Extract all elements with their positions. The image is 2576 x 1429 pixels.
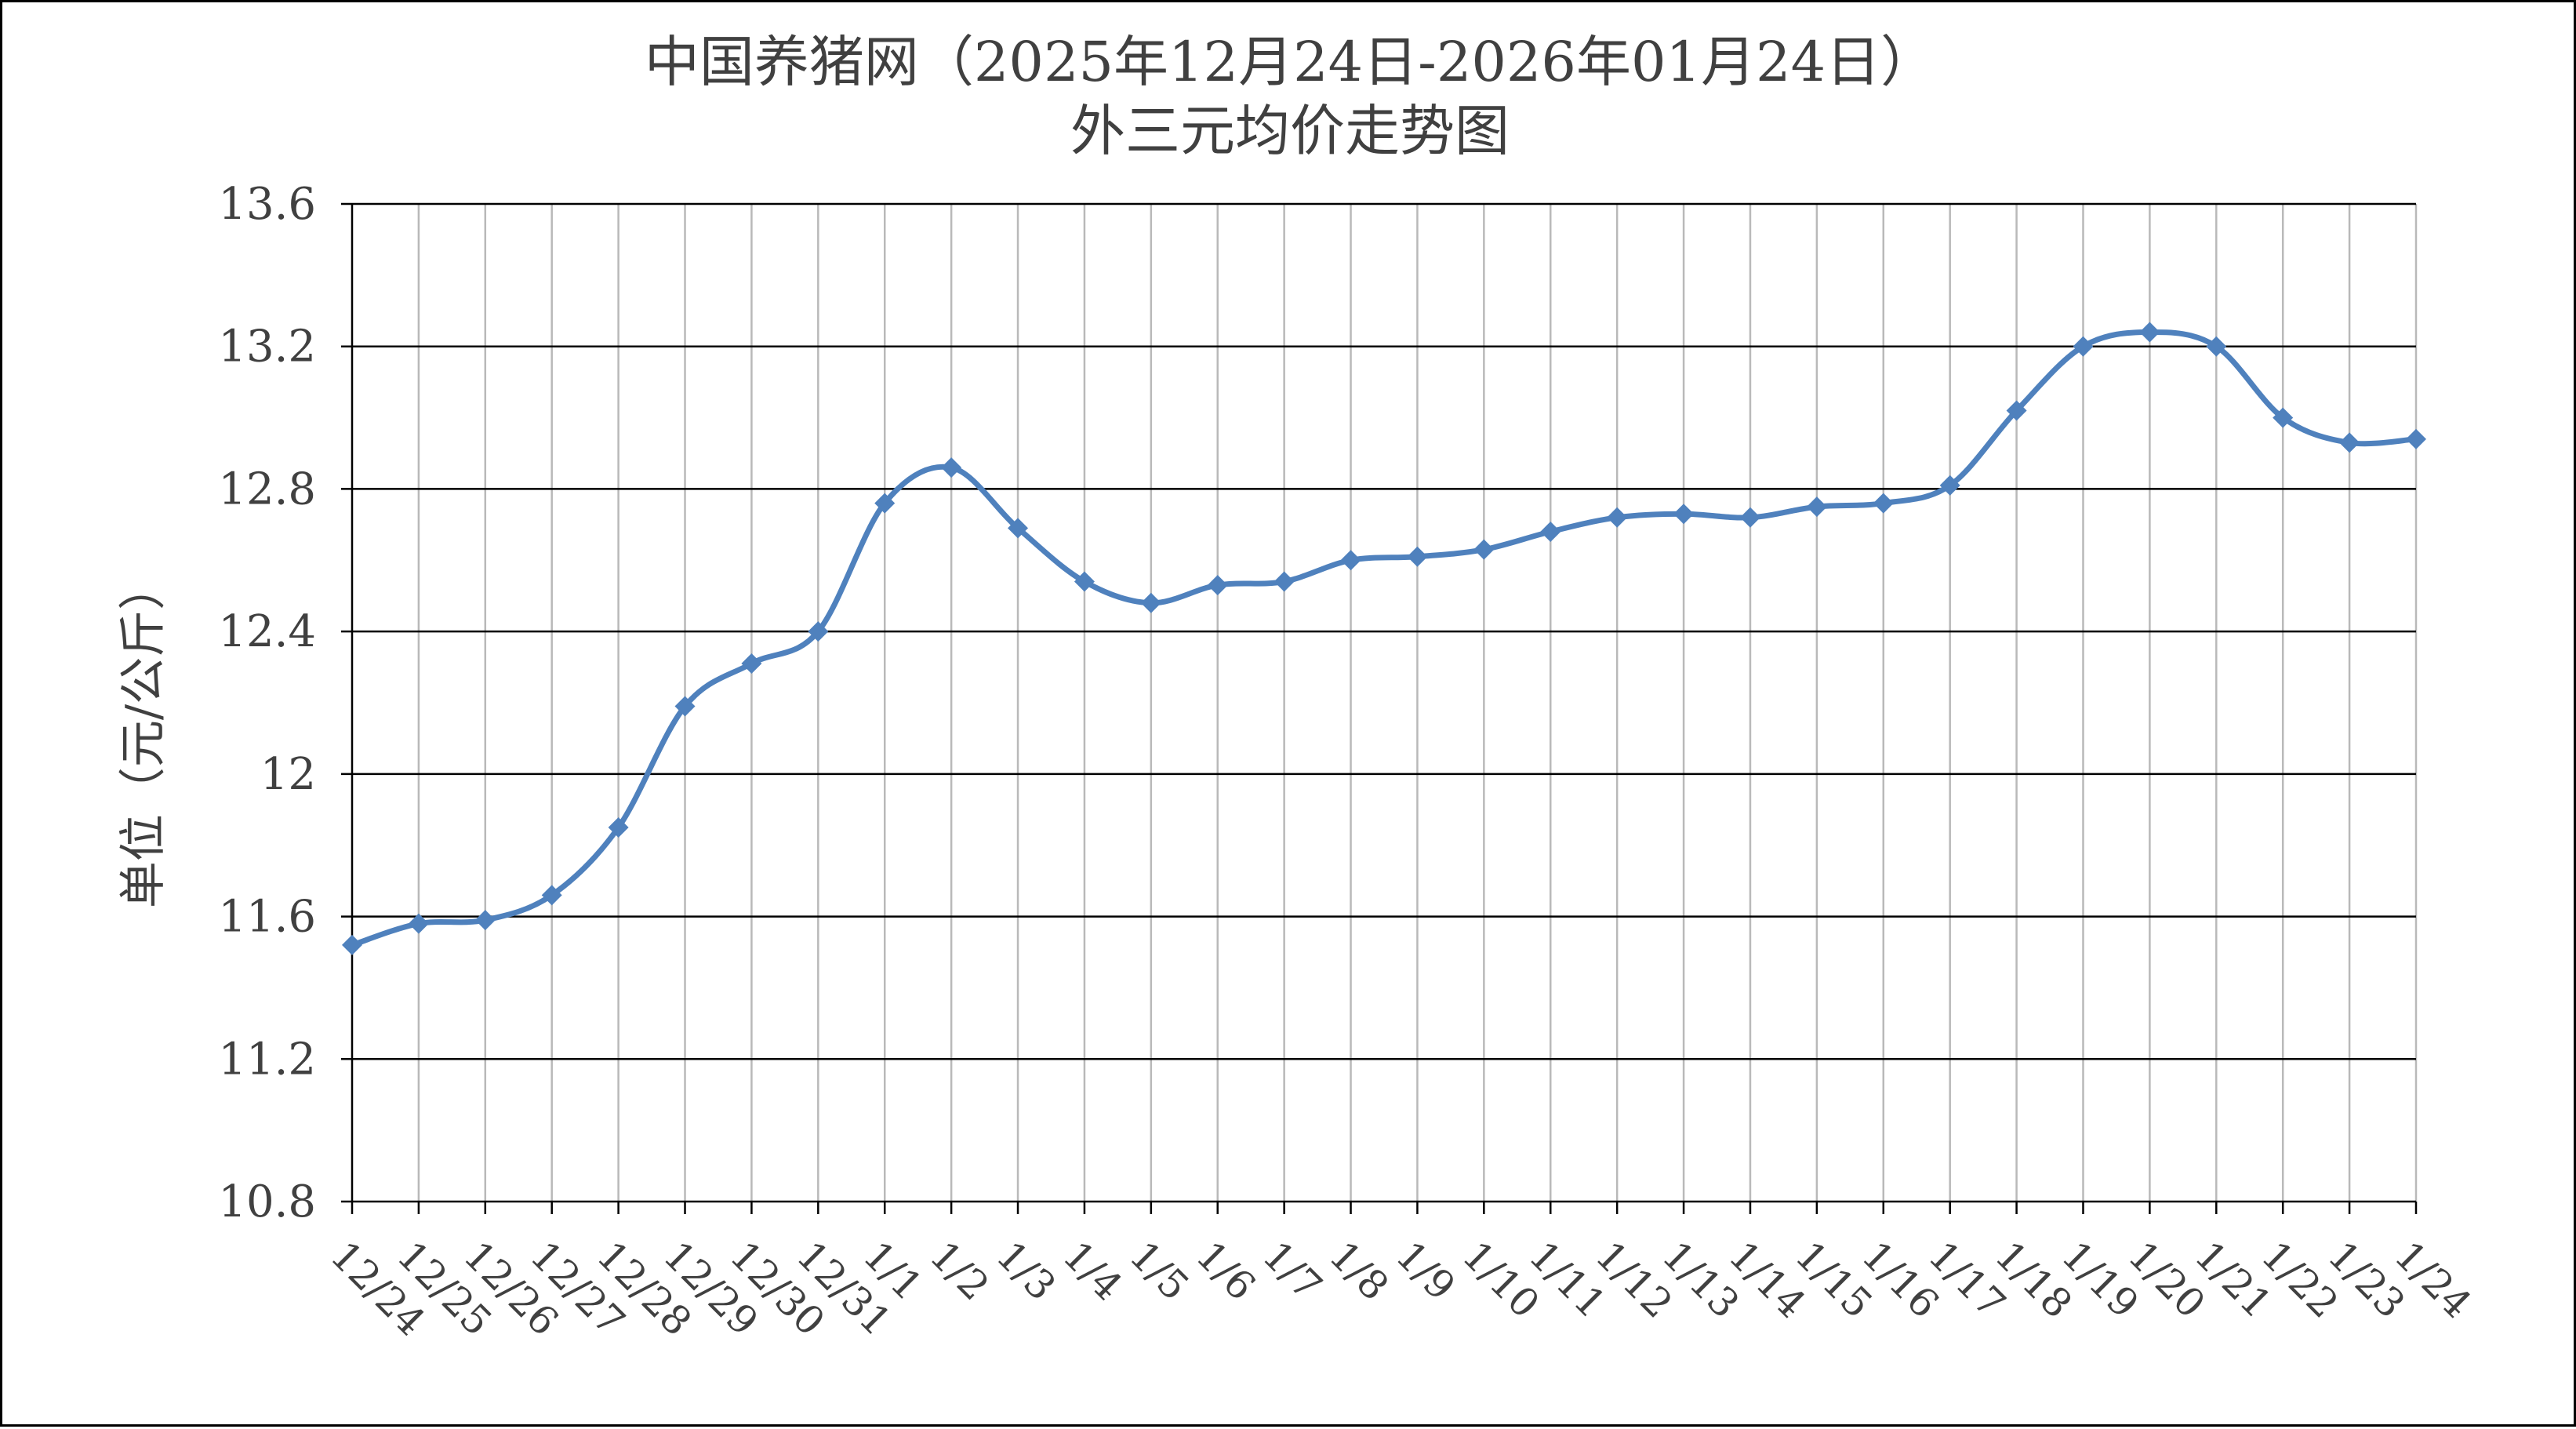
y-tick-label: 10.8 (218, 1176, 316, 1227)
x-tick-label: 1/21 (2186, 1232, 2280, 1326)
axes (341, 204, 2418, 1214)
y-tick-label: 11.2 (218, 1034, 316, 1085)
data-point-marker (874, 493, 896, 514)
series-markers (342, 322, 2426, 955)
data-point-marker (608, 817, 629, 838)
x-tick-label: 1/7 (1254, 1232, 1331, 1309)
data-point-marker (2006, 400, 2027, 421)
data-point-marker (2139, 322, 2160, 343)
data-point-marker (1473, 539, 1495, 560)
x-tick-label: 1/6 (1187, 1232, 1264, 1309)
x-tick-label: 1/17 (1920, 1232, 2014, 1326)
series-line-path (349, 329, 2419, 948)
data-point-marker (1074, 571, 1095, 592)
x-tick-label: 1/8 (1321, 1232, 1397, 1309)
data-point-marker (1540, 521, 1561, 542)
x-tick-label: 1/14 (1720, 1232, 1814, 1326)
x-tick-label: 1/22 (2253, 1232, 2347, 1326)
data-point-marker (342, 934, 362, 955)
y-tick-label: 13.2 (218, 322, 316, 373)
data-point-marker (474, 910, 496, 931)
data-point-marker (741, 653, 762, 675)
x-tick-label: 1/24 (2386, 1232, 2480, 1326)
x-tick-label: 1/15 (1786, 1232, 1880, 1326)
data-point-marker (2273, 407, 2294, 428)
data-point-marker (1340, 550, 1361, 571)
chart-subtitle: 外三元均价走势图 (1070, 99, 1510, 163)
y-tick-label: 13.6 (218, 179, 316, 230)
data-point-marker (941, 457, 962, 478)
x-tick-label: 1/4 (1054, 1232, 1131, 1309)
y-tick-label: 12.4 (218, 606, 316, 657)
data-point-marker (2206, 336, 2227, 357)
data-point-marker (2406, 428, 2426, 449)
series-line (349, 329, 2419, 948)
data-point-marker (1739, 507, 1760, 528)
data-point-marker (1407, 546, 1428, 567)
data-point-marker (1673, 504, 1695, 525)
data-point-marker (1806, 496, 1827, 518)
x-tick-label: 1/3 (988, 1232, 1065, 1309)
data-point-marker (1140, 592, 1161, 613)
x-tick-label: 1/9 (1387, 1232, 1464, 1309)
data-point-marker (1207, 575, 1228, 596)
x-tick-label: 1/10 (1454, 1232, 1548, 1326)
data-point-marker (1939, 475, 1960, 496)
y-tick-labels: 10.8 11.2 11.6 12 12.4 12.8 13.2 13.6 (218, 179, 316, 1227)
data-point-marker (2339, 432, 2360, 453)
y-tick-label: 11.6 (218, 892, 316, 943)
data-point-marker (674, 696, 696, 717)
data-point-marker (1873, 493, 1894, 514)
horizontal-gridlines (341, 202, 2416, 1060)
data-point-marker (1607, 507, 1628, 528)
x-tick-label: 1/18 (1986, 1232, 2080, 1326)
x-tick-label: 1/13 (1654, 1232, 1748, 1326)
x-tick-label: 1/12 (1587, 1232, 1681, 1326)
data-point-marker (2073, 336, 2094, 357)
chart-title: 中国养猪网（2025年12月24日-2026年01月24日） (645, 30, 1935, 94)
x-tick-label: 1/19 (2053, 1232, 2147, 1326)
x-tick-label: 1/23 (2320, 1232, 2414, 1326)
y-tick-label: 12 (260, 749, 316, 800)
vertical-gridlines (417, 204, 2418, 1202)
data-point-marker (408, 913, 429, 934)
x-tick-labels: 12/2412/2512/2612/2712/2812/2912/3012/31… (322, 1232, 2480, 1344)
data-point-marker (1008, 518, 1029, 539)
x-tick-label: 1/11 (1521, 1232, 1615, 1326)
x-tick-label: 1/2 (921, 1232, 998, 1309)
data-point-marker (541, 885, 562, 906)
x-tick-label: 1/20 (2120, 1232, 2214, 1326)
data-point-marker (1273, 571, 1295, 592)
x-tick-label: 1/5 (1121, 1232, 1197, 1309)
y-axis-label: 单位（元/公斤） (116, 563, 171, 908)
data-point-marker (808, 621, 829, 642)
x-tick-label: 1/16 (1853, 1232, 1947, 1326)
y-tick-label: 12.8 (218, 464, 316, 515)
